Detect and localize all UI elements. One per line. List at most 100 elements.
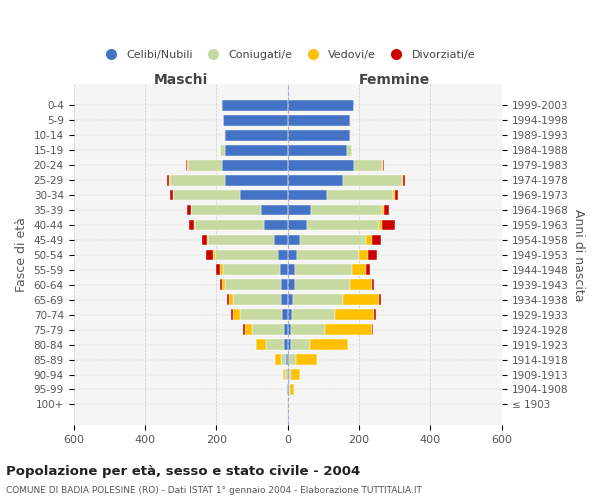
Bar [374,310,376,320]
Bar [284,324,287,335]
Bar [289,354,296,365]
Bar [224,130,225,140]
Bar [283,310,287,320]
Bar [170,174,225,186]
Bar [287,160,354,170]
Bar [347,339,349,350]
Bar [366,264,370,275]
Bar [290,339,310,350]
Bar [293,294,343,305]
Bar [287,220,307,230]
Bar [307,220,379,230]
Bar [281,280,287,290]
Bar [265,220,287,230]
Bar [252,324,284,335]
Bar [256,339,266,350]
Bar [169,174,170,186]
Bar [287,264,295,275]
Bar [231,310,233,320]
Bar [371,234,380,246]
Bar [187,204,191,216]
Bar [243,324,245,335]
Bar [287,234,300,246]
Bar [366,234,371,246]
Legend: Celibi/Nubili, Coniugati/e, Vedovi/e, Divorziati/e: Celibi/Nubili, Coniugati/e, Vedovi/e, Di… [95,46,480,64]
Bar [285,369,287,380]
Bar [287,310,292,320]
Bar [220,280,221,290]
Bar [287,294,293,305]
Bar [221,100,287,110]
Bar [382,204,384,216]
Bar [287,250,296,260]
Bar [371,280,374,290]
Bar [295,280,350,290]
Bar [191,204,261,216]
Bar [382,220,395,230]
Bar [266,339,284,350]
Bar [395,190,398,200]
Bar [223,115,287,126]
Text: Maschi: Maschi [154,74,208,88]
Text: Popolazione per età, sesso e stato civile - 2004: Popolazione per età, sesso e stato civil… [6,464,360,477]
Bar [287,204,311,216]
Bar [225,145,287,156]
Bar [245,324,252,335]
Bar [287,100,354,110]
Bar [281,354,286,365]
Bar [354,160,382,170]
Bar [225,280,281,290]
Bar [295,264,352,275]
Bar [296,354,317,365]
Bar [287,369,289,380]
Bar [291,369,300,380]
Bar [325,324,371,335]
Bar [310,339,347,350]
Y-axis label: Fasce di età: Fasce di età [15,218,28,292]
Bar [220,264,223,275]
Bar [223,264,280,275]
Bar [225,174,287,186]
Bar [287,145,347,156]
Bar [359,250,368,260]
Bar [227,294,229,305]
Bar [311,204,382,216]
Bar [287,339,290,350]
Bar [350,280,371,290]
Bar [280,264,287,275]
Bar [287,280,295,290]
Bar [327,190,393,200]
Bar [287,354,289,365]
Bar [278,250,287,260]
Bar [383,160,384,170]
Bar [287,115,350,126]
Bar [275,354,281,365]
Bar [221,280,225,290]
Bar [402,174,403,186]
Bar [208,234,274,246]
Bar [343,174,402,186]
Bar [187,160,188,170]
Bar [403,174,405,186]
Bar [202,234,207,246]
Bar [239,310,283,320]
Bar [167,174,169,186]
Bar [173,190,239,200]
Bar [220,145,225,156]
Bar [300,234,366,246]
Bar [286,354,287,365]
Bar [287,399,289,410]
Bar [188,160,221,170]
Bar [195,220,265,230]
Bar [239,190,287,200]
Y-axis label: Anni di nascita: Anni di nascita [572,208,585,301]
Bar [189,220,194,230]
Bar [379,294,380,305]
Bar [261,204,287,216]
Bar [371,324,373,335]
Bar [233,310,239,320]
Bar [368,250,377,260]
Bar [335,310,374,320]
Bar [382,160,383,170]
Bar [206,250,214,260]
